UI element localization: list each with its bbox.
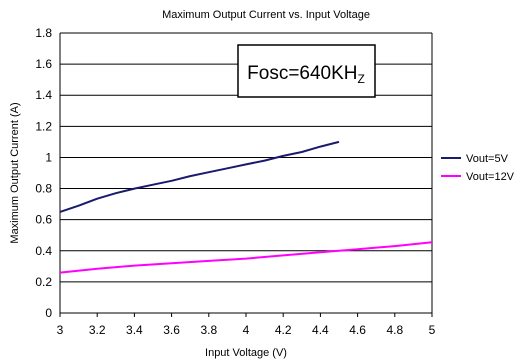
series-line-2 [59, 241, 433, 274]
x-axis-title: Input Voltage (V) [205, 347, 287, 359]
y-tick-label: 1.8 [35, 26, 52, 40]
x-tick-label: 3.6 [163, 323, 180, 337]
y-tick-label: 0.2 [35, 275, 52, 289]
x-tick-label: 5 [429, 323, 436, 337]
x-tick-label: 3.2 [89, 323, 106, 337]
x-tick-label: 3.8 [200, 323, 217, 337]
y-tick-label: 1 [45, 150, 52, 164]
x-tick-label: 3 [57, 323, 64, 337]
x-tick-label: 4 [243, 323, 250, 337]
legend: Vout=5V Vout=12V [441, 153, 515, 183]
annotation-box: Fosc=640KHZ [237, 44, 376, 98]
y-axis-title: Maximum Output Current (A) [9, 102, 21, 243]
y-tick-label: 1.4 [35, 88, 52, 102]
annotation-main: Fosc=640KH [247, 63, 357, 84]
annotation-frame [237, 44, 376, 98]
annotation-text: Fosc=640KHZ [247, 63, 365, 86]
x-tick-label: 4.4 [312, 323, 329, 337]
y-tick-label: 0.4 [35, 244, 52, 258]
x-tick-label: 3.4 [126, 323, 143, 337]
series-layer [59, 140, 433, 274]
x-tick-label: 4.6 [349, 323, 366, 337]
series-line-1 [59, 140, 340, 213]
y-tick-label: 0.8 [35, 182, 52, 196]
chart-title: Maximum Output Current vs. Input Voltage [162, 9, 370, 21]
legend-label: Vout=12V [466, 171, 515, 183]
tick-labels: 0 0.2 0.4 0.6 0.8 1 1.2 1.4 1.6 1.8 3 3.2 3.4 3.6 3.8 4… [35, 26, 435, 337]
y-tick-label: 1.2 [35, 119, 52, 133]
y-tick-label: 0 [45, 306, 52, 320]
y-tick-label: 0.6 [35, 213, 52, 227]
x-tick-label: 4.8 [386, 323, 403, 337]
annotation-sub: Z [358, 72, 365, 86]
y-tick-label: 1.6 [35, 57, 52, 71]
legend-label: Vout=5V [466, 153, 509, 165]
x-tick-label: 4.2 [275, 323, 292, 337]
